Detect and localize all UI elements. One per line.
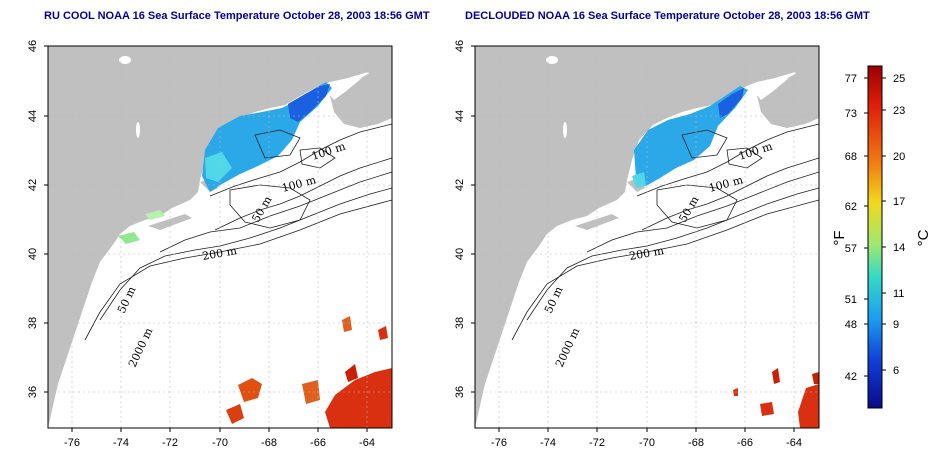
left-deep-blue-patch bbox=[288, 84, 330, 122]
right-warm-water-patch bbox=[798, 384, 819, 428]
lat-tick-label: 38 bbox=[27, 317, 39, 329]
lon-tick-label: -66 bbox=[310, 437, 326, 449]
lon-tick-label: -68 bbox=[688, 437, 704, 449]
left-contour-label-200m: 200 m bbox=[201, 244, 238, 263]
right-map: 100 m 100 m 50 m 200 m 50 m 2000 m 46 44… bbox=[454, 40, 820, 449]
left-landmass bbox=[48, 46, 392, 428]
left-gridlines bbox=[48, 46, 392, 428]
right-lake bbox=[546, 56, 558, 64]
celsius-tick-label: 6 bbox=[893, 365, 899, 377]
temperature-colorbar: 77 73 68 62 57 51 48 42 25 23 20 17 14 1… bbox=[831, 65, 932, 409]
left-lake bbox=[136, 122, 140, 138]
right-light-cyan-patch bbox=[632, 172, 646, 188]
right-bay-of-fundy bbox=[757, 78, 789, 100]
lon-tick-label: -74 bbox=[113, 437, 129, 449]
left-nova-scotia bbox=[330, 68, 392, 128]
colorbar-ticks bbox=[864, 77, 886, 377]
left-warm-water-patch bbox=[238, 378, 262, 402]
lon-tick-label: -70 bbox=[639, 437, 655, 449]
fahrenheit-tick-label: 68 bbox=[845, 151, 857, 163]
left-lake bbox=[119, 56, 131, 64]
celsius-tick-label: 20 bbox=[893, 151, 905, 163]
celsius-tick-label: 9 bbox=[893, 319, 899, 331]
right-nova-scotia bbox=[757, 68, 819, 128]
lat-tick-label: 36 bbox=[454, 386, 466, 398]
fahrenheit-unit-label: °F bbox=[831, 230, 848, 245]
right-lon-ticks: -76 -74 -72 -70 -68 -66 -64 bbox=[491, 428, 802, 449]
lat-tick-label: 42 bbox=[454, 179, 466, 191]
lon-tick-label: -66 bbox=[737, 437, 753, 449]
right-warm-water-patch bbox=[812, 372, 819, 384]
lat-tick-label: 40 bbox=[454, 248, 466, 260]
left-warm-water-patch bbox=[342, 316, 352, 332]
left-bathymetry-contours bbox=[84, 123, 392, 341]
left-green-patch bbox=[118, 232, 140, 244]
left-map: 100 m 100 m 50 m 200 m 50 m 2000 m 46 44… bbox=[27, 40, 393, 449]
left-warm-water-patch bbox=[325, 368, 392, 428]
colorbar-gradient bbox=[867, 65, 883, 409]
lon-tick-label: -64 bbox=[359, 437, 375, 449]
right-deep-blue-patch bbox=[718, 88, 744, 118]
lon-tick-label: -76 bbox=[491, 437, 507, 449]
fahrenheit-tick-label: 62 bbox=[845, 201, 857, 213]
fahrenheit-tick-label: 57 bbox=[845, 243, 857, 255]
lat-tick-label: 40 bbox=[27, 248, 39, 260]
lon-tick-label: -70 bbox=[212, 437, 228, 449]
celsius-unit-label: °C bbox=[915, 229, 932, 246]
lon-tick-label: -68 bbox=[261, 437, 277, 449]
fahrenheit-tick-label: 48 bbox=[845, 319, 857, 331]
right-lat-ticks: 46 44 42 40 38 36 bbox=[454, 40, 475, 398]
lat-tick-label: 38 bbox=[454, 317, 466, 329]
celsius-tick-label: 25 bbox=[893, 73, 905, 85]
lon-tick-label: -74 bbox=[540, 437, 556, 449]
left-warm-water-patch bbox=[302, 380, 320, 404]
right-map-title: DECLOUDED NOAA 16 Sea Surface Temperatur… bbox=[465, 10, 870, 22]
left-green-patch bbox=[145, 210, 165, 220]
fahrenheit-tick-label: 77 bbox=[845, 73, 857, 85]
celsius-tick-label: 23 bbox=[893, 105, 905, 117]
left-lon-ticks: -76 -74 -72 -70 -68 -66 -64 bbox=[64, 428, 375, 449]
left-lat-ticks: 46 44 42 40 38 36 bbox=[27, 40, 48, 398]
right-bathymetry-contours bbox=[511, 123, 819, 341]
fahrenheit-tick-label: 51 bbox=[845, 294, 857, 306]
right-contour-label-200m: 200 m bbox=[628, 244, 665, 263]
right-warm-water-patch bbox=[760, 402, 774, 416]
right-warm-water-patch bbox=[772, 368, 780, 384]
left-bay-of-fundy bbox=[330, 78, 362, 100]
left-light-cyan-patch bbox=[205, 152, 232, 182]
lat-tick-label: 46 bbox=[454, 40, 466, 52]
left-warm-water-patch bbox=[378, 326, 388, 340]
fahrenheit-tick-label: 73 bbox=[845, 108, 857, 120]
lat-tick-label: 36 bbox=[27, 386, 39, 398]
lat-tick-label: 46 bbox=[27, 40, 39, 52]
left-warm-water-patch bbox=[345, 364, 358, 382]
lat-tick-label: 44 bbox=[27, 110, 39, 122]
celsius-tick-label: 11 bbox=[893, 288, 904, 300]
celsius-tick-label: 17 bbox=[893, 196, 905, 208]
lon-tick-label: -76 bbox=[64, 437, 80, 449]
celsius-tick-label: 14 bbox=[893, 242, 905, 254]
right-gridlines bbox=[475, 46, 819, 428]
lat-tick-label: 44 bbox=[454, 110, 466, 122]
left-map-title: RU COOL NOAA 16 Sea Surface Temperature … bbox=[44, 10, 430, 22]
lon-tick-label: -64 bbox=[786, 437, 802, 449]
right-lake bbox=[563, 122, 567, 138]
lon-tick-label: -72 bbox=[162, 437, 178, 449]
right-landmass bbox=[475, 46, 819, 428]
left-warm-water-patch bbox=[226, 404, 244, 424]
lat-tick-label: 42 bbox=[27, 179, 39, 191]
fahrenheit-tick-label: 42 bbox=[845, 371, 857, 383]
lon-tick-label: -72 bbox=[589, 437, 605, 449]
